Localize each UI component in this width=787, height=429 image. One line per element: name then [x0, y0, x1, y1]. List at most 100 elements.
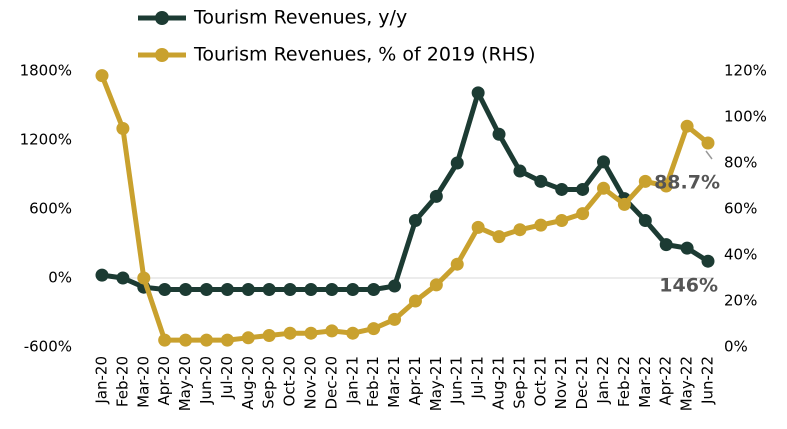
point: [220, 333, 234, 347]
point: [680, 241, 694, 255]
point: [116, 122, 130, 135]
point: [367, 283, 381, 296]
y2-tick-label: 80%: [724, 154, 757, 172]
leader-line: [705, 150, 713, 160]
legend-label: Tourism Revenues, y/y: [193, 7, 407, 29]
point: [179, 283, 193, 296]
point: [367, 322, 381, 336]
point: [199, 283, 213, 296]
x-tick-label: Aug-21: [490, 356, 508, 410]
x-tick-label: Feb-20: [113, 356, 131, 407]
y-tick-label: 1800%: [20, 62, 72, 80]
point: [597, 181, 611, 195]
point: [492, 230, 506, 244]
point: [262, 329, 276, 342]
y-tick-label: 1200%: [20, 131, 72, 149]
x-tick-label: Apr-20: [155, 356, 173, 406]
point: [346, 283, 360, 296]
legend-label: Tourism Revenues, % of 2019 (RHS): [193, 44, 536, 66]
point: [408, 214, 422, 227]
point: [283, 283, 297, 296]
point: [513, 164, 527, 178]
point: [597, 155, 611, 169]
x-tick-label: Jan-20: [93, 356, 111, 405]
point: [388, 279, 402, 293]
point: [659, 238, 673, 252]
point: [576, 207, 590, 221]
point: [638, 174, 652, 188]
x-tick-label: Jan-21: [343, 356, 361, 405]
point: [137, 271, 151, 285]
point: [262, 283, 276, 296]
data-label: 146%: [659, 275, 718, 297]
point: [408, 294, 422, 308]
point: [95, 69, 109, 83]
x-tick-label: Apr-21: [406, 356, 424, 406]
y2-tick-label: 120%: [724, 62, 767, 80]
point: [659, 179, 673, 193]
point: [199, 333, 213, 347]
y2-tick-label: 40%: [724, 246, 757, 264]
x-tick-label: Mar-22: [636, 356, 654, 408]
point: [241, 283, 255, 296]
y-tick-label: 0%: [48, 269, 72, 287]
point: [220, 283, 234, 296]
x-tick-label: Jun-22: [699, 356, 717, 405]
point: [95, 268, 109, 282]
point: [388, 312, 402, 326]
point: [701, 136, 715, 150]
point: [471, 220, 485, 234]
point: [534, 218, 548, 232]
x-tick-label: Oct-21: [531, 356, 549, 406]
point: [325, 324, 339, 338]
y2-tick-label: 100%: [724, 108, 767, 126]
x-tick-label: May-20: [176, 356, 194, 411]
y2-tick-label: 20%: [724, 292, 757, 310]
point: [325, 283, 339, 296]
point: [429, 189, 443, 203]
point: [158, 283, 172, 296]
point: [450, 257, 464, 271]
x-tick-label: Sep-20: [260, 356, 278, 409]
x-tick-label: Nov-20: [301, 356, 319, 409]
series-line: [99, 74, 710, 343]
point: [304, 326, 318, 340]
y-tick-label: 600%: [29, 200, 72, 218]
x-tick-label: Jul-21: [469, 356, 487, 400]
point: [617, 197, 631, 211]
point: [534, 174, 548, 188]
x-tick-label: Aug-20: [239, 356, 257, 410]
point: [179, 333, 193, 347]
point: [450, 156, 464, 170]
x-tick-label: May-21: [427, 356, 445, 411]
x-tick-label: May-22: [678, 356, 696, 411]
point: [513, 223, 527, 237]
legend-marker: [155, 11, 169, 25]
y2-tick-label: 0%: [724, 338, 748, 356]
x-tick-label: Mar-21: [385, 356, 403, 408]
point: [346, 326, 360, 340]
x-tick-label: Feb-21: [364, 356, 382, 407]
x-tick-label: Nov-21: [552, 356, 570, 409]
point: [680, 119, 694, 133]
x-tick-label: Dec-20: [322, 356, 340, 410]
point: [283, 326, 297, 340]
point: [555, 182, 569, 196]
x-tick-label: Jun-21: [448, 356, 466, 405]
point: [429, 278, 443, 292]
point: [304, 283, 318, 296]
x-tick-label: Jan-22: [594, 356, 612, 405]
x-tick-label: Jul-20: [218, 356, 236, 400]
y2-tick-label: 60%: [724, 200, 757, 218]
x-tick-label: Mar-20: [134, 356, 152, 408]
point: [492, 127, 506, 141]
point: [555, 214, 569, 227]
x-tick-label: Oct-20: [281, 356, 299, 406]
y-tick-label: -600%: [24, 338, 72, 356]
point: [576, 182, 590, 196]
x-tick-label: Dec-21: [573, 356, 591, 410]
point: [471, 86, 485, 100]
legend-marker: [155, 48, 169, 62]
point: [701, 254, 715, 268]
x-tick-label: Feb-22: [615, 356, 633, 407]
